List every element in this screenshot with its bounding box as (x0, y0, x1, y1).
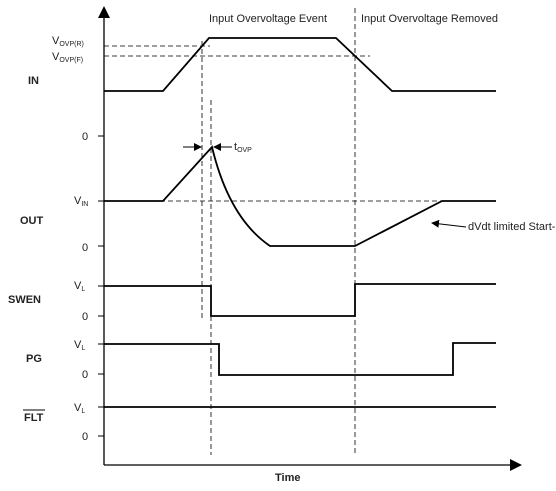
time-axis: Time (98, 6, 522, 484)
x-axis-label: Time (275, 472, 300, 484)
signal-label-pg: PG (26, 353, 42, 365)
vovp-r-level-label: VOVP(R) (52, 35, 84, 48)
pg-level-vl: VL (74, 339, 85, 352)
signal-label-swen: SWEN (8, 294, 41, 306)
signal-swen-waveform (104, 283, 496, 317)
event-label-removed: Input Overvoltage Removed (361, 13, 498, 25)
signal-in-waveform (104, 37, 496, 92)
pg-level-0: 0 (82, 369, 88, 381)
signal-label-out: OUT (20, 215, 44, 227)
y-axis-arrowhead (98, 6, 110, 18)
event-label-overvoltage: Input Overvoltage Event (209, 13, 327, 25)
x-axis-arrowhead (510, 459, 522, 471)
signal-out-waveform (104, 145, 496, 247)
dvdt-label: dVdt limited Start-up (468, 221, 556, 233)
tovp-label: tOVP (234, 141, 252, 154)
flt-level-0: 0 (82, 431, 88, 443)
swen-level-0: 0 (82, 311, 88, 323)
swen-level-vl: VL (74, 280, 85, 293)
vovp-f-level-label: VOVP(F) (52, 51, 83, 64)
out-level-vin: VIN (74, 195, 88, 208)
dvdt-arrow (431, 219, 467, 228)
signal-label-flt: FLT (24, 412, 44, 424)
signal-pg-waveform (104, 342, 496, 376)
out-level-0-top: 0 (82, 131, 88, 143)
flt-level-vl: VL (74, 402, 85, 415)
signal-label-in: IN (28, 75, 39, 87)
out-level-0: 0 (82, 242, 88, 254)
